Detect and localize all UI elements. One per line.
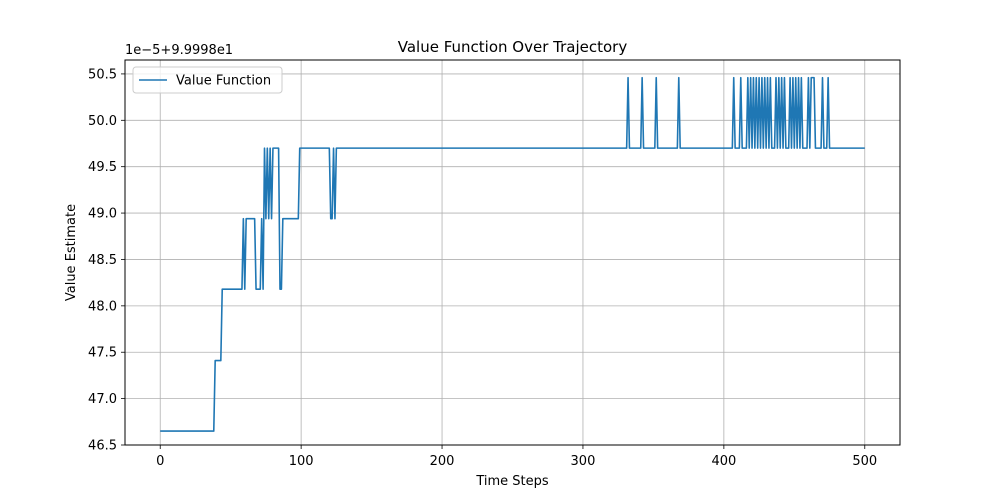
y-tick-label: 49.5 [88, 160, 117, 175]
plot-frame [124, 59, 901, 446]
x-tick-label: 500 [852, 454, 877, 469]
y-tick-label: 47.5 [88, 346, 117, 361]
chart-title: Value Function Over Trajectory [398, 38, 628, 56]
x-axis-title: Time Steps [475, 474, 549, 489]
y-tick-label: 48.5 [88, 253, 117, 268]
x-tick-label: 100 [289, 454, 314, 469]
legend-box [132, 66, 283, 94]
y-tick-label: 50.0 [88, 114, 117, 129]
x-tick-label: 200 [430, 454, 455, 469]
y-tick-label: 47.0 [88, 392, 117, 407]
y-axis-ticks: 46.5 47.0 47.5 48.0 48.5 49.0 49.5 50.0 50.5 [88, 67, 125, 454]
legend-label: Value Function [176, 74, 271, 89]
series-lines [160, 76, 865, 432]
x-tick-label: 300 [571, 454, 596, 469]
y-tick-label: 49.0 [88, 207, 117, 222]
y-tick-label: 46.5 [88, 439, 117, 454]
y-axis-title: Value Estimate [64, 204, 79, 301]
y-tick-label: 50.5 [88, 67, 117, 82]
x-axis-ticks: 0 100 200 300 400 500 [156, 445, 877, 469]
y-axis-offset-text: 1e−5+9.9998e1 [125, 43, 233, 58]
x-tick-label: 0 [156, 454, 164, 469]
y-tick-label: 48.0 [88, 299, 117, 314]
legend: Value Function [132, 66, 283, 94]
x-tick-label: 400 [711, 454, 736, 469]
series-line-value-function [160, 76, 865, 432]
